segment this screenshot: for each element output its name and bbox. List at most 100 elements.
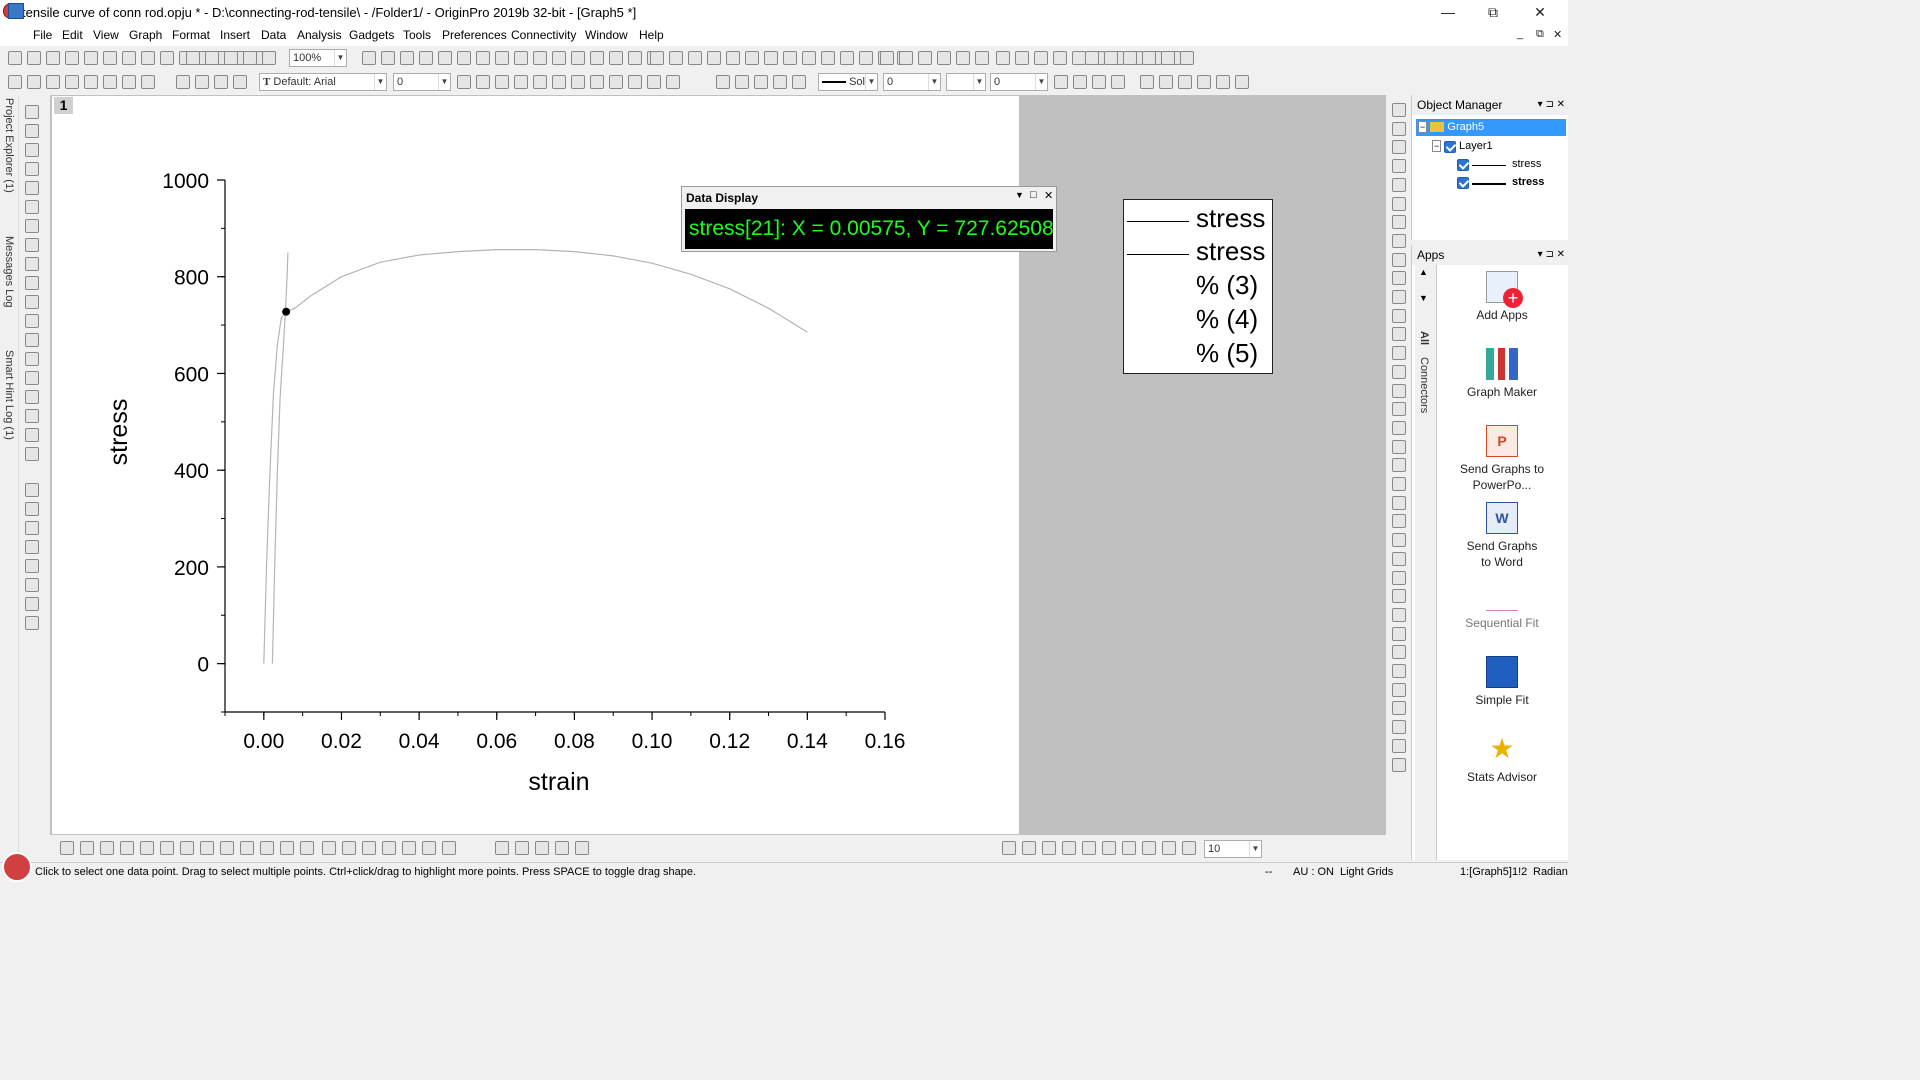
toolbar-button[interactable] xyxy=(1216,75,1230,89)
tool-button[interactable] xyxy=(25,238,39,252)
tool-button[interactable] xyxy=(1392,495,1406,510)
maximize-icon[interactable]: □ xyxy=(1030,189,1037,201)
toolbar-button[interactable] xyxy=(495,75,509,89)
toolbar-button[interactable] xyxy=(1122,841,1136,855)
toolbar-button[interactable] xyxy=(322,841,336,855)
toolbar-button[interactable] xyxy=(141,75,155,89)
scroll-up-icon[interactable]: ▲ xyxy=(1419,267,1428,277)
tool-button[interactable] xyxy=(25,616,39,630)
toolbar-button[interactable] xyxy=(514,75,528,89)
tool-button[interactable] xyxy=(1392,477,1406,491)
toolbar-button[interactable] xyxy=(735,75,749,89)
toolbar-button[interactable] xyxy=(514,51,528,65)
toolbar-button[interactable] xyxy=(535,841,549,855)
toolbar-button[interactable] xyxy=(1162,841,1176,855)
tool-button[interactable] xyxy=(1392,308,1406,323)
toolbar-button[interactable] xyxy=(382,841,396,855)
menu-view[interactable]: View xyxy=(93,28,119,42)
tool-button[interactable] xyxy=(1392,383,1406,398)
toolbar-button[interactable] xyxy=(240,841,254,855)
legend[interactable]: stress stress % (3) % (4) % (5) xyxy=(1123,199,1273,374)
tool-button[interactable] xyxy=(25,371,39,385)
app-add-apps[interactable]: + Add Apps xyxy=(1438,271,1566,323)
toolbar-button[interactable] xyxy=(122,75,136,89)
minimize-button[interactable]: — xyxy=(1441,4,1455,20)
tool-button[interactable] xyxy=(1392,215,1406,230)
app-stats-advisor[interactable]: ★ Stats Advisor xyxy=(1466,733,1538,784)
tree-plot[interactable]: stress xyxy=(1512,176,1545,188)
tool-button[interactable] xyxy=(25,295,39,309)
toolbar-button[interactable] xyxy=(1161,51,1175,65)
toolbar-button[interactable] xyxy=(65,75,79,89)
toolbar-button[interactable] xyxy=(666,75,680,89)
menu-window[interactable]: Window xyxy=(585,28,628,42)
toolbar-button[interactable] xyxy=(707,51,721,65)
toolbar-button[interactable] xyxy=(205,51,219,65)
tool-button[interactable] xyxy=(1392,626,1406,641)
toolbar-button[interactable] xyxy=(1104,51,1118,65)
font-size-combo[interactable]: 0 ▼ xyxy=(393,73,451,91)
toolbar-button[interactable] xyxy=(918,51,932,65)
toolbar-button[interactable] xyxy=(243,51,257,65)
tool-button[interactable] xyxy=(1392,346,1406,361)
tool-button[interactable] xyxy=(25,521,39,535)
toolbar-button[interactable] xyxy=(650,51,664,65)
toolbar-button[interactable] xyxy=(555,841,569,855)
toolbar-button[interactable] xyxy=(628,75,642,89)
toolbar-button[interactable] xyxy=(60,841,74,855)
tool-button[interactable] xyxy=(25,540,39,554)
toolbar-button[interactable] xyxy=(342,841,356,855)
toolbar-button[interactable] xyxy=(362,51,376,65)
font-combo[interactable]: T Default: Arial ▼ xyxy=(259,73,387,91)
app-send-powerpoint[interactable]: P Send Graphs to PowerPo... xyxy=(1438,425,1566,493)
toolbar-button[interactable] xyxy=(669,51,683,65)
app-simple-fit[interactable]: Simple Fit xyxy=(1438,656,1566,708)
toolbar-button[interactable] xyxy=(80,841,94,855)
toolbar-button[interactable] xyxy=(103,51,117,65)
tool-button[interactable] xyxy=(25,502,39,516)
close-icon[interactable]: ✕ xyxy=(1044,190,1054,202)
toolbar-button[interactable] xyxy=(103,75,117,89)
menu-help[interactable]: Help xyxy=(639,28,664,42)
tool-button[interactable] xyxy=(1392,607,1406,622)
zoom-combo[interactable]: 100% ▼ xyxy=(289,49,347,67)
tool-button[interactable] xyxy=(1392,271,1406,286)
tool-button[interactable] xyxy=(1392,121,1406,136)
toolbar-button[interactable] xyxy=(552,75,566,89)
toolbar-button[interactable] xyxy=(27,51,41,65)
toolbar-button[interactable] xyxy=(65,51,79,65)
layer-indicator[interactable]: 1 xyxy=(54,97,73,114)
toolbar-button[interactable] xyxy=(590,75,604,89)
menu-connectivity[interactable]: Connectivity xyxy=(511,28,577,42)
tool-button[interactable] xyxy=(25,597,39,611)
tree-graph[interactable]: − Graph5 xyxy=(1418,121,1485,133)
tool-button[interactable] xyxy=(1392,364,1406,379)
fill-value-combo[interactable]: 0 ▼ xyxy=(990,73,1048,91)
toolbar-button[interactable] xyxy=(1102,841,1116,855)
toolbar-button[interactable] xyxy=(186,51,200,65)
toolbar-button[interactable] xyxy=(1142,51,1156,65)
scroll-down-icon[interactable]: ▼ xyxy=(1419,293,1428,303)
tool-button[interactable] xyxy=(25,390,39,404)
toolbar-button[interactable] xyxy=(1197,75,1211,89)
tool-button[interactable] xyxy=(1392,533,1406,548)
menu-analysis[interactable]: Analysis xyxy=(297,28,342,42)
toolbar-button[interactable] xyxy=(859,51,873,65)
toolbar-button[interactable] xyxy=(27,75,41,89)
tool-button[interactable] xyxy=(1392,720,1406,735)
toolbar-button[interactable] xyxy=(628,51,642,65)
tool-button[interactable] xyxy=(1392,570,1406,585)
tool-button[interactable] xyxy=(25,219,39,233)
tool-button[interactable] xyxy=(25,143,39,157)
toolbar-button[interactable] xyxy=(745,51,759,65)
status-au[interactable]: AU : ON xyxy=(1293,866,1334,878)
toolbar-button[interactable] xyxy=(1015,51,1029,65)
toolbar-button[interactable] xyxy=(1042,841,1056,855)
toolbar-button[interactable] xyxy=(442,841,456,855)
toolbar-button[interactable] xyxy=(476,51,490,65)
toolbar-button[interactable] xyxy=(1072,51,1086,65)
toolbar-button[interactable] xyxy=(1159,75,1173,89)
toolbar-button[interactable] xyxy=(590,51,604,65)
toolbar-button[interactable] xyxy=(476,75,490,89)
toolbar-button[interactable] xyxy=(1002,841,1016,855)
